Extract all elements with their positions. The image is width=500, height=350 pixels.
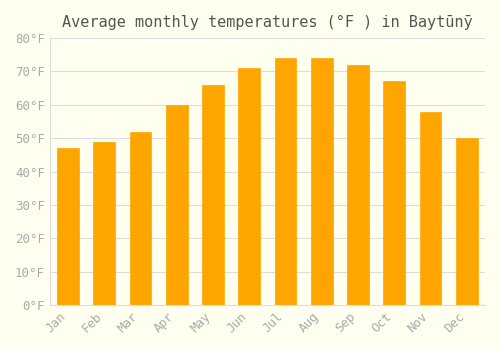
Title: Average monthly temperatures (°F ) in Baytūnȳ: Average monthly temperatures (°F ) in Ba…: [62, 15, 472, 30]
Bar: [384, 82, 405, 305]
Bar: [94, 141, 115, 305]
Bar: [311, 58, 332, 305]
Bar: [347, 65, 369, 305]
Bar: [456, 138, 477, 305]
Bar: [274, 58, 296, 305]
Bar: [202, 85, 224, 305]
Bar: [57, 148, 79, 305]
Bar: [130, 132, 152, 305]
Bar: [420, 112, 442, 305]
Bar: [238, 68, 260, 305]
Bar: [166, 105, 188, 305]
